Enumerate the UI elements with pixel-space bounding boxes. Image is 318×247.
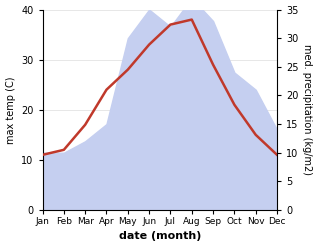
X-axis label: date (month): date (month): [119, 231, 201, 242]
Y-axis label: max temp (C): max temp (C): [5, 76, 16, 144]
Y-axis label: med. precipitation (kg/m2): med. precipitation (kg/m2): [302, 44, 313, 175]
